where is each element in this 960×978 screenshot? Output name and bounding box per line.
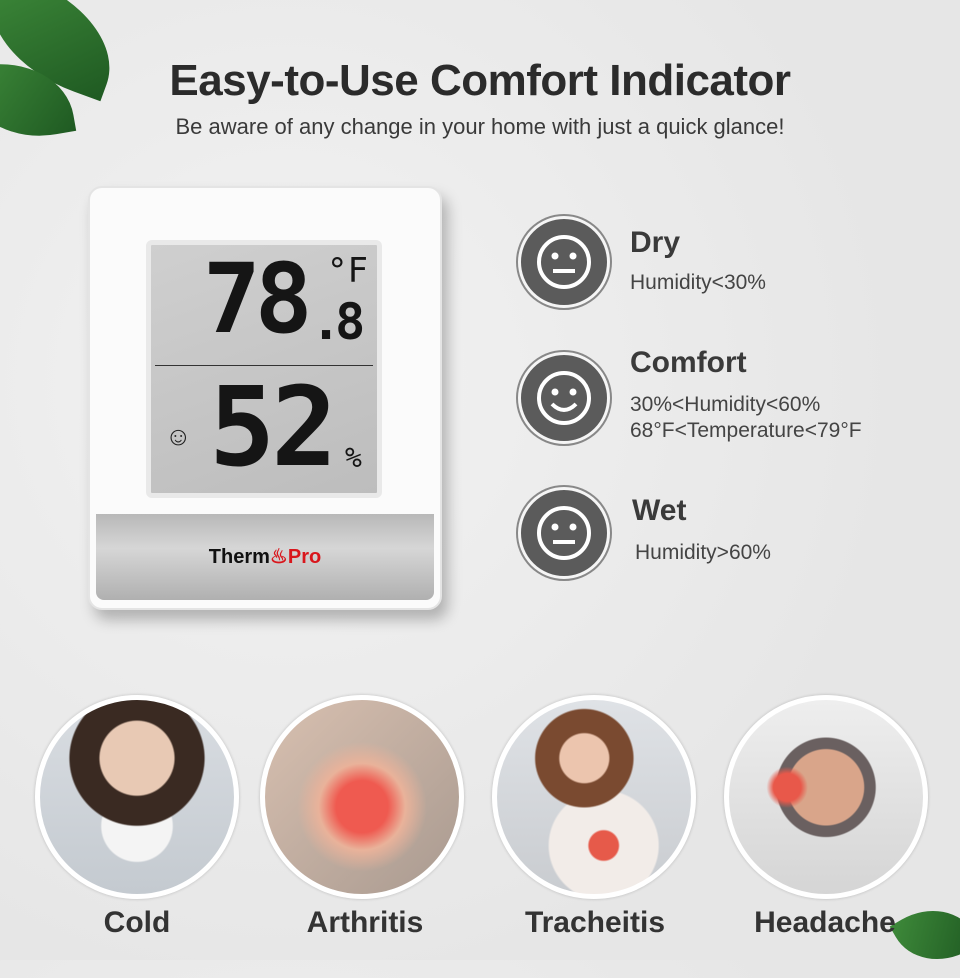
- symptom-label-arthritis: Arthritis: [306, 906, 424, 939]
- symptom-label-tracheitis: Tracheitis: [524, 906, 666, 939]
- temperature-decimal: .8: [311, 293, 365, 351]
- temperature-unit: °F: [327, 251, 368, 291]
- neutral-face-icon: [518, 487, 610, 579]
- humidity-unit: %: [345, 441, 362, 474]
- photo-tracheitis: [492, 695, 696, 899]
- lcd-divider: [155, 365, 373, 366]
- condition-title-comfort: Comfort: [630, 346, 747, 379]
- thermometer-device: 78 .8 °F ☺ 52 % Therm♨Pro: [88, 186, 442, 610]
- humidity-value: 52: [209, 363, 337, 491]
- condition-title-dry: Dry: [630, 226, 681, 259]
- photo-arthritis: [260, 695, 464, 899]
- photo-cold: [35, 695, 239, 899]
- neutral-face-icon: [518, 216, 610, 308]
- condition-title-wet: Wet: [632, 494, 687, 527]
- photo-headache: [724, 695, 928, 899]
- symptom-label-cold: Cold: [103, 906, 171, 939]
- page-title: Easy-to-Use Comfort Indicator: [169, 56, 791, 105]
- condition-text: Humidity<30%: [630, 271, 766, 294]
- brand-logo: Therm♨Pro: [208, 546, 322, 568]
- smiley-icon: ☺: [165, 421, 192, 451]
- lcd-display: 78 .8 °F ☺ 52 %: [146, 240, 382, 498]
- smiley-face-icon: [518, 352, 610, 444]
- flame-icon: ♨: [269, 546, 288, 568]
- page-subtitle: Be aware of any change in your home with…: [175, 114, 785, 139]
- condition-text: Humidity>60%: [635, 541, 771, 564]
- symptom-label-headache: Headache: [754, 906, 896, 939]
- condition-text: 68°F<Temperature<79°F: [630, 419, 862, 442]
- condition-text: 30%<Humidity<60%: [630, 393, 821, 416]
- temperature-value: 78: [203, 243, 313, 355]
- brand-plate: Therm♨Pro: [96, 514, 434, 600]
